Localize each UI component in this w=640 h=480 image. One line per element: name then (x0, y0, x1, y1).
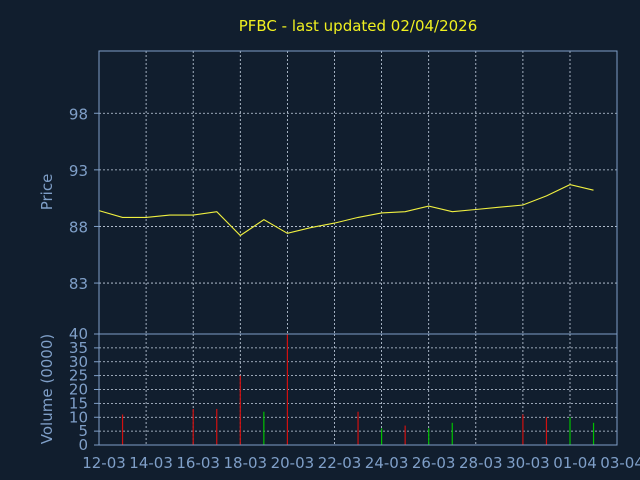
volume-tick-label: 5 (78, 422, 88, 440)
x-tick-label: 12-03 (82, 454, 126, 472)
price-tick-label: 93 (69, 162, 88, 180)
price-tick-label: 88 (69, 218, 88, 236)
price-tick-label: 98 (69, 105, 88, 123)
volume-tick-label: 0 (78, 436, 88, 454)
price-series (98, 184, 594, 237)
volume-bars (121, 334, 595, 445)
x-tick-label: 30-03 (506, 454, 550, 472)
x-tick-label: 14-03 (129, 454, 173, 472)
x-tick-label: 26-03 (412, 454, 456, 472)
x-tick-label: 20-03 (271, 454, 315, 472)
x-tick-label: 16-03 (176, 454, 220, 472)
x-tick-label: 03-04 (600, 454, 640, 472)
x-tick-label: 28-03 (459, 454, 503, 472)
price-line (98, 184, 594, 237)
x-tick-label: 22-03 (318, 454, 362, 472)
volume-tick-label: 25 (69, 367, 88, 385)
volume-axis-label: Volume (0000) (38, 334, 56, 444)
price-axis-label: Price (38, 174, 56, 211)
price-panel-frame (98, 50, 618, 335)
price-tick-label: 83 (69, 275, 88, 293)
volume-tick-label: 35 (69, 339, 88, 357)
price-y-ticks: 83 88 93 98 (69, 105, 99, 293)
volume-tick-label: 15 (69, 394, 88, 412)
price-grid (99, 51, 617, 445)
volume-tick-label: 10 (69, 408, 88, 426)
x-tick-label: 01-04 (553, 454, 597, 472)
volume-tick-label: 30 (69, 353, 88, 371)
x-tick-label: 18-03 (224, 454, 268, 472)
x-tick-label: 24-03 (365, 454, 409, 472)
volume-tick-label: 20 (69, 381, 88, 399)
volume-panel-frame (98, 333, 618, 446)
panel-frames (98, 50, 618, 446)
chart-title: PFBC - last updated 02/04/2026 (239, 17, 478, 35)
x-tick-labels: 12-03 14-03 16-03 18-03 20-03 22-03 24-03 26-03… (82, 454, 640, 472)
volume-tick-label: 40 (69, 325, 88, 343)
